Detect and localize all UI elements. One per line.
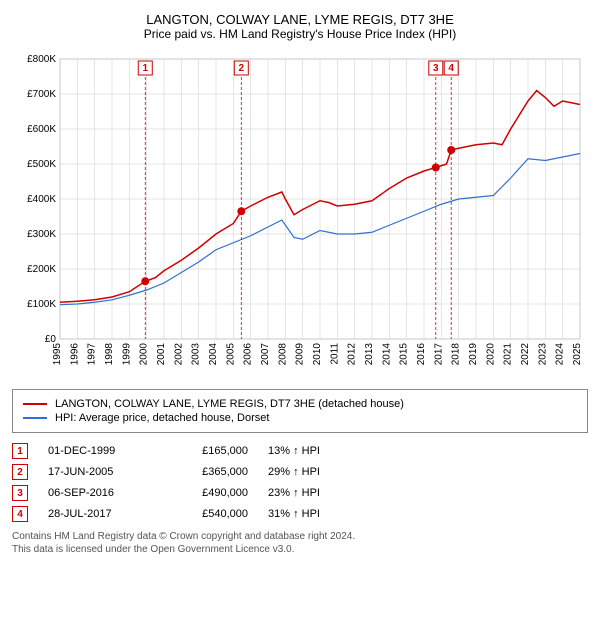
footer-attribution: Contains HM Land Registry data © Crown c… (12, 530, 588, 556)
event-delta: 29% ↑ HPI (268, 466, 368, 478)
svg-text:1999: 1999 (121, 343, 132, 366)
event-marker-box: 1 (12, 443, 28, 459)
svg-text:2010: 2010 (312, 343, 323, 366)
svg-text:£700K: £700K (27, 89, 56, 100)
svg-text:2020: 2020 (485, 343, 496, 366)
event-row: 1 01-DEC-1999 £165,000 13% ↑ HPI (12, 443, 588, 459)
footer-line-1: Contains HM Land Registry data © Crown c… (12, 530, 588, 543)
svg-text:2009: 2009 (295, 343, 306, 366)
svg-text:£200K: £200K (27, 264, 56, 275)
svg-text:1: 1 (142, 63, 148, 74)
chart-title: LANGTON, COLWAY LANE, LYME REGIS, DT7 3H… (12, 12, 588, 27)
svg-text:2013: 2013 (364, 343, 375, 366)
legend-swatch (23, 403, 47, 405)
svg-text:£100K: £100K (27, 299, 56, 310)
chart-subtitle: Price paid vs. HM Land Registry's House … (12, 27, 588, 41)
svg-text:1997: 1997 (87, 343, 98, 366)
svg-text:1998: 1998 (104, 343, 115, 366)
svg-text:£600K: £600K (27, 124, 56, 135)
event-date: 17-JUN-2005 (48, 466, 148, 478)
svg-text:2025: 2025 (572, 343, 583, 366)
svg-text:2000: 2000 (139, 343, 150, 366)
event-delta: 23% ↑ HPI (268, 487, 368, 499)
event-row: 4 28-JUL-2017 £540,000 31% ↑ HPI (12, 506, 588, 522)
event-marker-box: 4 (12, 506, 28, 522)
svg-text:2008: 2008 (277, 343, 288, 366)
footer-line-2: This data is licensed under the Open Gov… (12, 543, 588, 556)
svg-text:2018: 2018 (451, 343, 462, 366)
legend: LANGTON, COLWAY LANE, LYME REGIS, DT7 3H… (12, 389, 588, 433)
svg-text:2019: 2019 (468, 343, 479, 366)
svg-text:2012: 2012 (347, 343, 358, 366)
line-chart: £0£100K£200K£300K£400K£500K£600K£700K£80… (12, 49, 588, 379)
svg-text:2005: 2005 (225, 343, 236, 366)
event-row: 2 17-JUN-2005 £365,000 29% ↑ HPI (12, 464, 588, 480)
legend-swatch (23, 417, 47, 419)
svg-text:2006: 2006 (243, 343, 254, 366)
svg-text:2003: 2003 (191, 343, 202, 366)
event-date: 01-DEC-1999 (48, 445, 148, 457)
svg-text:2001: 2001 (156, 343, 167, 366)
legend-label: HPI: Average price, detached house, Dors… (55, 412, 269, 424)
svg-text:2024: 2024 (555, 343, 566, 366)
svg-text:3: 3 (433, 63, 439, 74)
event-price: £540,000 (168, 508, 248, 520)
event-marker-box: 3 (12, 485, 28, 501)
svg-text:£400K: £400K (27, 194, 56, 205)
legend-row: HPI: Average price, detached house, Dors… (23, 412, 577, 424)
svg-text:£300K: £300K (27, 229, 56, 240)
legend-row: LANGTON, COLWAY LANE, LYME REGIS, DT7 3H… (23, 398, 577, 410)
svg-text:2: 2 (239, 63, 245, 74)
event-delta: 31% ↑ HPI (268, 508, 368, 520)
svg-text:£500K: £500K (27, 159, 56, 170)
svg-text:2011: 2011 (329, 343, 340, 365)
svg-text:2014: 2014 (381, 343, 392, 366)
chart-area: £0£100K£200K£300K£400K£500K£600K£700K£80… (12, 49, 588, 379)
event-date: 06-SEP-2016 (48, 487, 148, 499)
event-price: £365,000 (168, 466, 248, 478)
event-price: £165,000 (168, 445, 248, 457)
svg-text:2016: 2016 (416, 343, 427, 366)
svg-text:1995: 1995 (52, 343, 63, 366)
svg-text:2022: 2022 (520, 343, 531, 366)
event-price: £490,000 (168, 487, 248, 499)
svg-text:2023: 2023 (537, 343, 548, 366)
svg-text:2021: 2021 (503, 343, 514, 366)
svg-text:2007: 2007 (260, 343, 271, 366)
event-marker-box: 2 (12, 464, 28, 480)
svg-text:£800K: £800K (27, 54, 56, 65)
svg-text:1996: 1996 (69, 343, 80, 366)
svg-text:2002: 2002 (173, 343, 184, 366)
event-delta: 13% ↑ HPI (268, 445, 368, 457)
event-row: 3 06-SEP-2016 £490,000 23% ↑ HPI (12, 485, 588, 501)
svg-text:4: 4 (448, 63, 454, 74)
svg-text:2004: 2004 (208, 343, 219, 366)
event-date: 28-JUL-2017 (48, 508, 148, 520)
svg-text:2017: 2017 (433, 343, 444, 366)
svg-text:2015: 2015 (399, 343, 410, 366)
legend-label: LANGTON, COLWAY LANE, LYME REGIS, DT7 3H… (55, 398, 404, 410)
event-table: 1 01-DEC-1999 £165,000 13% ↑ HPI 2 17-JUN-200… (12, 443, 588, 522)
